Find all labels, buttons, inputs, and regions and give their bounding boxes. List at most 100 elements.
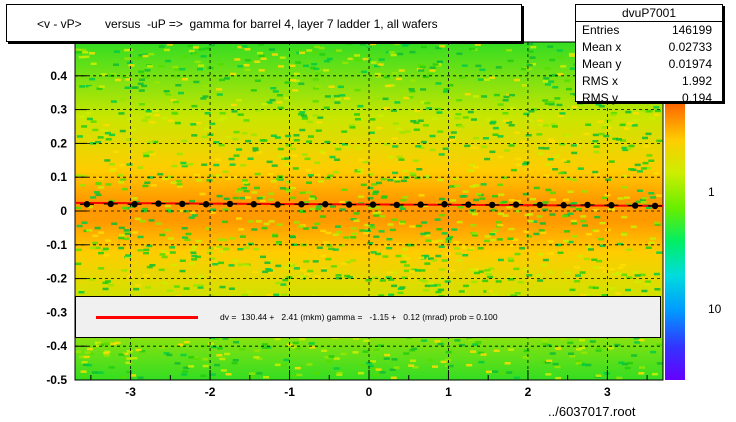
heat-cell — [173, 74, 180, 78]
heat-cell — [161, 116, 168, 120]
heat-cell — [215, 174, 222, 177]
heat-cell — [144, 181, 151, 184]
heat-cell — [641, 289, 648, 293]
heat-cell — [635, 200, 642, 204]
heat-cell — [158, 65, 165, 68]
heat-cell — [202, 357, 209, 361]
heat-cell — [473, 136, 480, 140]
heat-cell — [533, 232, 540, 236]
heat-cell — [497, 155, 504, 159]
heat-cell — [508, 348, 515, 351]
heat-cell — [459, 244, 466, 248]
heat-cell — [510, 294, 517, 297]
heat-cell — [87, 352, 94, 355]
heat-cell — [599, 221, 606, 225]
heat-cell — [334, 225, 341, 228]
heat-cell — [339, 200, 346, 204]
heat-cell — [544, 102, 551, 105]
heat-cell — [464, 93, 471, 96]
heat-cell — [479, 68, 486, 71]
heat-cell — [497, 223, 504, 227]
heat-cell — [307, 174, 314, 177]
heat-cell — [559, 337, 566, 340]
heat-cell — [654, 288, 661, 291]
heat-cell — [81, 221, 88, 224]
heat-cell — [88, 52, 95, 55]
heat-cell — [266, 101, 273, 104]
heat-cell — [166, 353, 173, 357]
heat-cell — [473, 95, 479, 98]
heat-cell — [253, 247, 260, 251]
heat-cell — [262, 270, 269, 274]
heat-cell — [424, 175, 431, 179]
heat-cell — [654, 223, 661, 226]
heat-cell — [277, 175, 284, 178]
heat-cell — [104, 350, 111, 353]
heat-cell — [340, 352, 347, 356]
heat-cell — [417, 63, 424, 67]
heat-cell — [138, 54, 145, 57]
heat-cell — [459, 76, 466, 79]
heat-cell — [542, 339, 549, 342]
heat-cell — [292, 89, 299, 92]
heat-cell — [547, 45, 554, 48]
heat-cell — [242, 293, 248, 297]
heat-cell — [391, 284, 398, 288]
heat-cell — [95, 193, 102, 197]
heat-cell — [569, 288, 576, 292]
heat-cell — [468, 169, 474, 172]
heat-cell — [420, 45, 427, 49]
heat-cell — [293, 72, 300, 76]
heat-cell — [472, 166, 479, 169]
heat-cell — [251, 228, 258, 231]
heat-cell — [372, 192, 379, 196]
heat-cell — [548, 80, 555, 83]
heat-cell — [261, 343, 268, 346]
heat-cell — [142, 152, 149, 155]
heat-cell — [167, 175, 174, 179]
heat-cell — [89, 77, 96, 81]
heat-cell — [612, 272, 619, 276]
heat-cell — [409, 172, 415, 175]
heat-cell — [270, 87, 277, 90]
heat-cell — [497, 183, 504, 187]
heat-cell — [278, 65, 284, 68]
heat-cell — [564, 271, 571, 274]
heat-cell — [344, 97, 350, 100]
heat-cell — [523, 349, 530, 353]
heat-cell — [387, 223, 394, 226]
heat-cell — [544, 67, 551, 70]
heat-cell — [312, 100, 319, 103]
heat-cell — [557, 56, 564, 59]
heat-cell — [424, 231, 431, 235]
heat-cell — [308, 197, 315, 200]
heat-cell — [403, 264, 410, 267]
heat-cell — [216, 93, 223, 96]
heat-cell — [241, 45, 248, 48]
heat-cell — [548, 103, 555, 106]
heat-cell — [582, 224, 588, 227]
heat-cell — [121, 187, 128, 191]
heat-cell — [604, 123, 610, 127]
heat-cell — [164, 228, 171, 232]
heat-cell — [462, 284, 469, 288]
heat-cell — [302, 153, 308, 156]
heat-cell — [105, 280, 111, 283]
heat-cell — [646, 109, 653, 113]
heat-cell — [312, 114, 319, 117]
heat-cell — [312, 78, 319, 81]
heat-cell — [547, 270, 554, 274]
heat-cell — [244, 183, 251, 186]
heat-cell — [621, 273, 628, 277]
heat-cell — [353, 212, 360, 215]
heat-cell — [520, 140, 527, 144]
heat-cell — [549, 213, 556, 216]
heat-cell — [378, 75, 385, 78]
heat-cell — [158, 268, 165, 272]
heat-cell — [449, 138, 456, 142]
heat-cell — [371, 139, 378, 142]
heat-cell — [125, 361, 132, 365]
heat-cell — [169, 246, 176, 249]
plot-title: <v - vP> versus -uP => gamma for barrel … — [6, 4, 522, 42]
heat-cell — [306, 191, 312, 194]
